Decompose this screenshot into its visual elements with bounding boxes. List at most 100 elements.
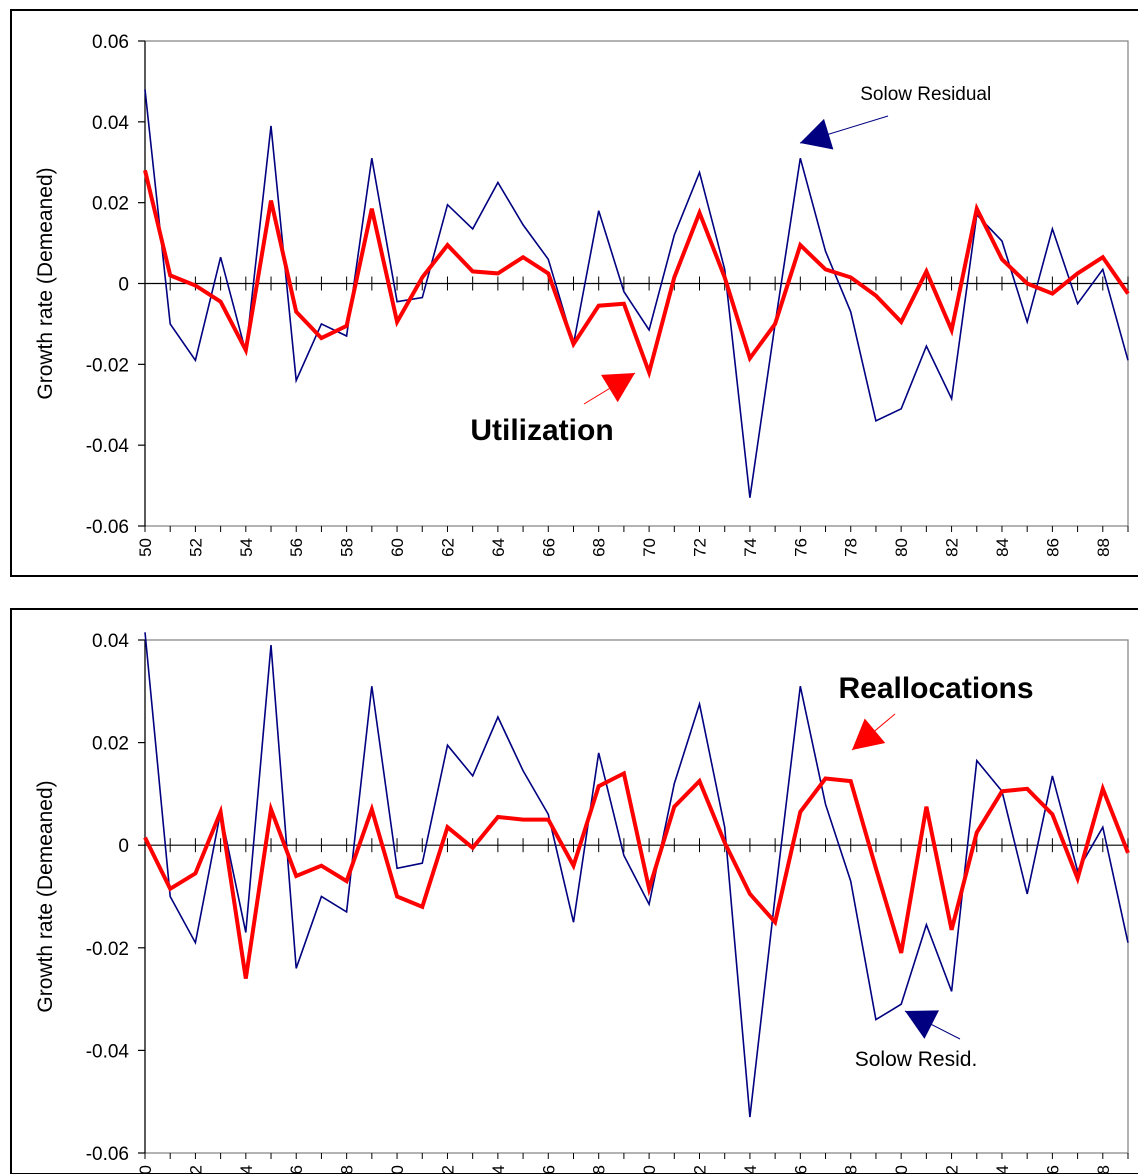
y-tick-label: 0.04 [92,113,129,134]
reallocations-point [296,875,297,876]
solow-resid-point [674,783,675,784]
utilization-point [144,170,145,171]
x-tick-label: 66 [539,538,558,557]
utilization-point [699,212,700,213]
utilization-point [195,285,196,286]
reallocations-point [220,811,221,812]
reallocations-point [724,842,725,843]
reallocations-point [1102,788,1103,789]
y-tick-label: 0.02 [92,194,129,215]
utilization-point [674,277,675,278]
solow-resid-point [850,881,851,882]
solow-residual-point [1077,303,1078,304]
utilization-point [396,321,397,322]
solow-residual-point [699,172,700,173]
solow-resid-point [497,716,498,717]
solow-residual-point [296,380,297,381]
x-tick-label: 58 [338,1165,357,1174]
utilization-point [825,269,826,270]
solow-residual-point [875,420,876,421]
solow-residual-series-line [144,89,1129,498]
reallocations-point [1052,814,1053,815]
utilization-point [548,273,549,274]
utilization-point [1001,259,1002,260]
solow-resid-point [775,896,776,897]
x-tick-label: 84 [993,538,1012,557]
reallocations-point [346,881,347,882]
reallocations-point [472,847,473,848]
solow-residual-point [1001,240,1002,241]
solow-resid-point [825,804,826,805]
x-tick-label: 60 [388,1165,407,1174]
solow-residual-point [195,360,196,361]
y-tick-label: 0.02 [92,734,129,755]
x-tick-label: 64 [489,1165,508,1174]
reallocations-point [422,906,423,907]
utilization-point [522,257,523,258]
solow-residual-point [674,234,675,235]
utilization-point [422,277,423,278]
x-tick-label: 86 [1043,1165,1062,1174]
reallocations-point [850,780,851,781]
solow-residual-point [951,398,952,399]
utilization-point [875,295,876,296]
utilization-point [573,344,574,345]
annotation-arrow-head [852,718,886,750]
solow-residual-point [371,158,372,159]
solow-resid-point [875,1019,876,1020]
solow-residual-point [623,291,624,292]
utilization-point [1102,257,1103,258]
utilization-point [296,311,297,312]
x-tick-label: 76 [791,1165,810,1174]
solow-resid-point [548,814,549,815]
reallocations-point [270,809,271,810]
y-tick-label: 0.04 [92,631,129,652]
reallocations-point [573,865,574,866]
x-tick-label: 84 [993,1165,1012,1174]
solow-resid-point [623,855,624,856]
solow-resid-point [447,745,448,746]
utilization-chart: 0.06 0.04 0.02 0 -0.02 -0.04 -0.06 50 52 54 56 58 60… [10,9,1138,577]
solow-residual-point [170,323,171,324]
y-tick-label: -0.02 [86,355,129,376]
x-tick-label: 78 [842,538,861,557]
y-axis-title: Growth rate (Demeaned) [34,780,57,1012]
x-tick-label: 76 [791,538,810,557]
solow-resid-point [396,868,397,869]
x-tick-label: 52 [186,1165,205,1174]
solow-residual-point [1127,360,1128,361]
x-tick-label: 56 [287,538,306,557]
reallocations-point [170,888,171,889]
annotation-label: Solow Residual [860,84,991,105]
solow-resid-point [371,686,372,687]
utilization-point [170,275,171,276]
utilization-point [800,245,801,246]
reallocations-point [1127,852,1128,853]
solow-residual-point [346,335,347,336]
reallocations-point [144,837,145,838]
x-tick-label: 56 [287,1165,306,1174]
solow-residual-point [396,301,397,302]
reallocations-point [749,893,750,894]
solow-residual-point [749,497,750,498]
utilization-point [1027,283,1028,284]
annotation-label: Utilization [470,414,613,447]
solow-resid-point [800,686,801,687]
x-tick-label: 68 [590,538,609,557]
utilization-point [447,245,448,246]
x-tick-label: 62 [438,1165,457,1174]
reallocations-point [548,819,549,820]
y-tick-label: 0.06 [92,32,129,53]
annotation-arrow-head [601,373,635,403]
reallocations-point [195,873,196,874]
solow-residual-point [220,257,221,258]
x-tick-label: 72 [691,1165,710,1174]
solow-resid-point [522,770,523,771]
reallocations-point [497,816,498,817]
reallocations-point [623,773,624,774]
x-tick-label: 74 [741,1165,760,1174]
y-tick-label: -0.04 [86,1041,130,1062]
reallocations-chart: 0.04 0.02 0 -0.02 -0.04 -0.06 50 52 54 56 58 60 62 64… [10,608,1138,1174]
solow-resid-point [170,896,171,897]
utilization-point [649,372,650,373]
